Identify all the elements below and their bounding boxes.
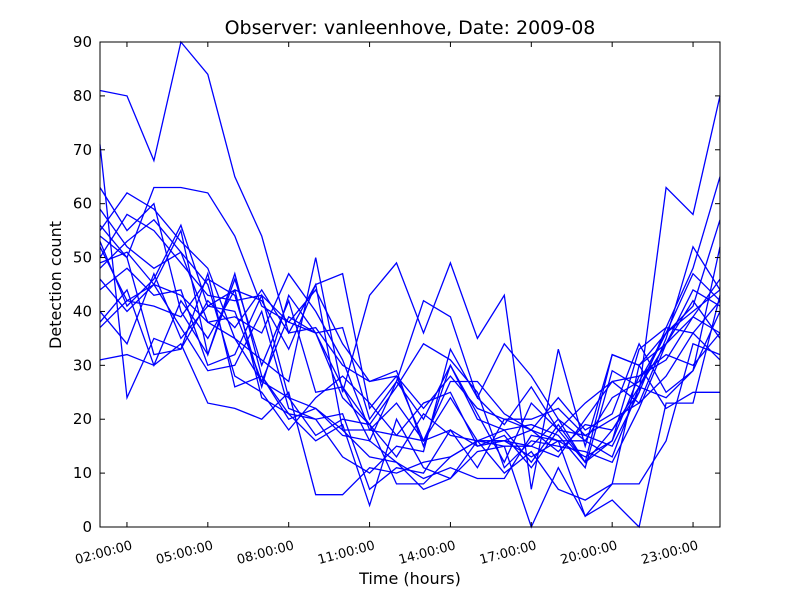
y-tick-label-30: 30: [73, 356, 92, 374]
series-line-11: [99, 228, 721, 464]
series-line-3: [99, 187, 721, 491]
y-tick-label-90: 90: [73, 33, 92, 51]
series-line-1: [99, 40, 721, 448]
series-line-15: [99, 267, 720, 518]
y-tick-label-10: 10: [73, 464, 92, 482]
y-tick-label-20: 20: [73, 410, 92, 428]
y-tick-label-80: 80: [73, 87, 92, 105]
y-tick-label-50: 50: [73, 249, 92, 267]
plot-frame: [99, 41, 721, 528]
y-tick-label-60: 60: [73, 195, 92, 213]
series-line-12: [99, 272, 721, 443]
series-line-18: [99, 257, 721, 490]
y-tick-label-0: 0: [82, 518, 92, 536]
series-line-17: [99, 223, 721, 474]
x-axis-label: Time (hours): [358, 569, 461, 588]
series-line-4: [99, 192, 721, 485]
series-line-16: [99, 224, 721, 529]
series-line-14: [99, 342, 721, 501]
y-axis-label: Detection count: [46, 221, 65, 349]
chart-title: Observer: vanleenhove, Date: 2009-08: [225, 17, 596, 39]
series-line-9: [99, 271, 721, 469]
series-layer: [99, 40, 721, 529]
y-tick-label-40: 40: [73, 302, 92, 320]
series-line-6: [99, 208, 721, 453]
y-tick-label-70: 70: [73, 141, 92, 159]
